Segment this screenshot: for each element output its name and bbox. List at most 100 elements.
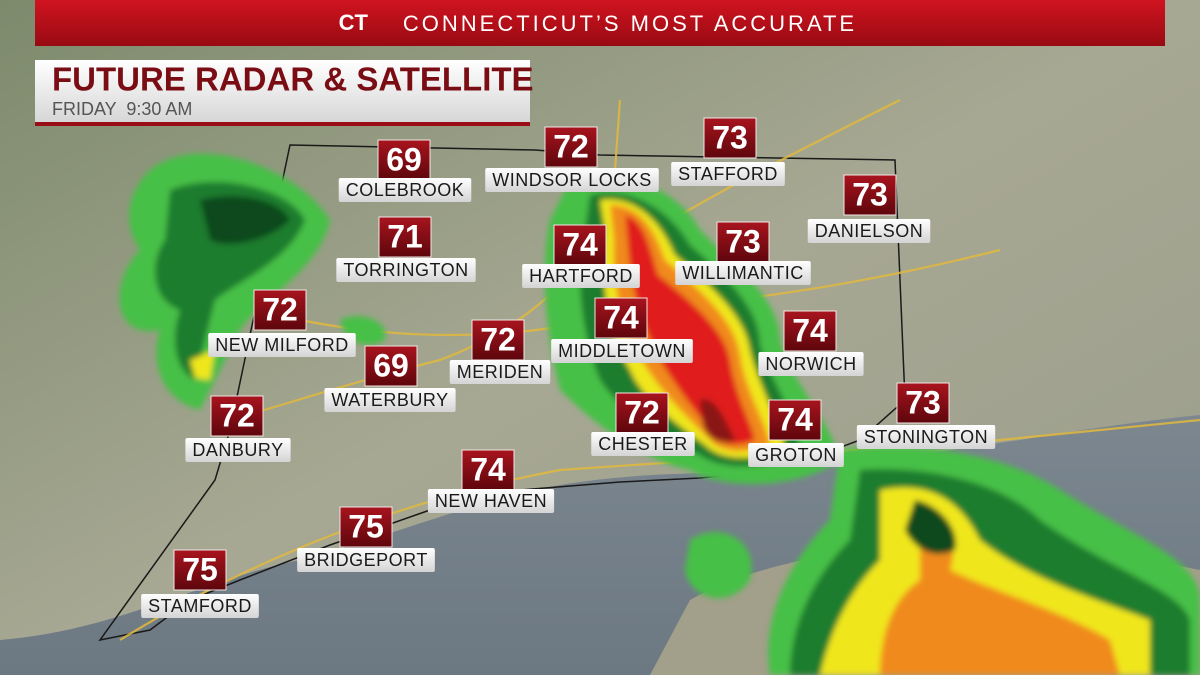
name-box — [338, 178, 472, 202]
city-name: NORWICH — [765, 354, 856, 374]
name-box — [856, 425, 996, 449]
city-name: STONINGTON — [864, 427, 988, 447]
name-box — [758, 352, 864, 376]
city-name: WINDSOR LOCKS — [492, 170, 652, 190]
temp-box — [768, 399, 822, 441]
name-box — [485, 168, 659, 192]
city-name: STAMFORD — [148, 596, 252, 616]
temp: 72 — [219, 397, 255, 433]
city-name: NEW HAVEN — [435, 491, 547, 511]
name-box — [591, 432, 695, 456]
temp: 75 — [348, 508, 384, 544]
name-box — [522, 264, 640, 288]
temp: 73 — [852, 176, 888, 212]
temp-box — [378, 216, 432, 258]
banner-text: CONNECTICUT’S MOST ACCURATE — [403, 11, 857, 36]
title-box: FUTURE RADAR & SATELLITE FRIDAY 9:30 AM — [35, 60, 534, 126]
temp: 72 — [624, 394, 660, 430]
temp-box — [173, 549, 227, 591]
city: 73 STAFFORD — [671, 117, 785, 186]
name-box — [675, 261, 811, 285]
title: FUTURE RADAR & SATELLITE — [52, 61, 534, 98]
city: 72 DANBURY — [185, 395, 291, 462]
temp-box — [896, 382, 950, 424]
temp-box — [339, 506, 393, 548]
logo: CT — [339, 10, 369, 35]
temp-box — [471, 319, 525, 361]
temp-box — [210, 395, 264, 437]
temp: 69 — [386, 141, 422, 177]
city-name: TORRINGTON — [343, 260, 468, 280]
city: 74 NORWICH — [758, 310, 864, 376]
city-name: NEW MILFORD — [215, 335, 349, 355]
city: 69 WATERBURY — [324, 345, 456, 412]
temp-box — [553, 224, 607, 266]
temp: 74 — [792, 312, 828, 348]
city: 73 DANIELSON — [807, 174, 931, 243]
name-box — [427, 489, 555, 513]
name-box — [671, 162, 785, 186]
temp: 72 — [553, 128, 589, 164]
city: 74 MIDDLETOWN — [551, 297, 693, 363]
name-box — [185, 438, 291, 462]
temp-box — [615, 392, 669, 434]
city: 75 BRIDGEPORT — [297, 506, 435, 572]
name-box — [807, 219, 931, 243]
city-name: CHESTER — [598, 434, 688, 454]
banner-bar — [35, 0, 1165, 46]
temp-box — [253, 289, 307, 331]
temp-box — [783, 310, 837, 352]
subtitle: FRIDAY 9:30 AM — [52, 99, 192, 119]
temp: 71 — [387, 218, 423, 254]
name-box — [336, 258, 476, 282]
title-underline — [35, 122, 530, 126]
city: 73 STONINGTON — [856, 382, 996, 449]
temp: 73 — [905, 384, 941, 420]
temp: 72 — [262, 291, 298, 327]
title-panel — [35, 60, 530, 126]
name-box — [297, 548, 435, 572]
city: 72 MERIDEN — [449, 319, 551, 384]
city: 75 STAMFORD — [141, 549, 259, 618]
city: 74 HARTFORD — [522, 224, 640, 288]
temp-box — [544, 126, 598, 168]
temp: 74 — [470, 451, 506, 487]
name-box — [551, 339, 693, 363]
name-box — [208, 333, 356, 357]
temp-box — [461, 449, 515, 491]
city: 69 COLEBROOK — [338, 139, 472, 202]
city-name: WATERBURY — [331, 390, 448, 410]
temp: 74 — [562, 226, 598, 262]
temp-box — [843, 174, 897, 216]
temp-box — [594, 297, 648, 339]
name-box — [141, 594, 259, 618]
temp: 74 — [603, 299, 639, 335]
temp: 69 — [373, 347, 409, 383]
city-name: HARTFORD — [529, 266, 633, 286]
temp-box — [364, 345, 418, 387]
city-name: DANIELSON — [815, 221, 924, 241]
city: 72 CHESTER — [591, 392, 695, 456]
city-name: COLEBROOK — [346, 180, 465, 200]
city: 73 WILLIMANTIC — [675, 221, 811, 285]
city: 72 WINDSOR LOCKS — [485, 126, 659, 192]
temp: 73 — [712, 119, 748, 155]
temp-box — [716, 221, 770, 263]
temp: 75 — [182, 551, 218, 587]
name-box — [324, 388, 456, 412]
banner: CT CONNECTICUT’S MOST ACCURATE — [35, 0, 1165, 46]
city: 74 NEW HAVEN — [427, 449, 555, 513]
city-name: GROTON — [755, 445, 837, 465]
city: 71 TORRINGTON — [336, 216, 476, 282]
name-box — [449, 360, 551, 384]
city-name: MERIDEN — [457, 362, 544, 382]
temp: 74 — [777, 401, 813, 437]
temp: 73 — [725, 223, 761, 259]
city-name: WILLIMANTIC — [682, 263, 804, 283]
city-name: DANBURY — [192, 440, 283, 460]
city: 72 NEW MILFORD — [208, 289, 356, 357]
temp-box — [703, 117, 757, 159]
name-box — [748, 443, 844, 467]
city-name: MIDDLETOWN — [558, 341, 686, 361]
